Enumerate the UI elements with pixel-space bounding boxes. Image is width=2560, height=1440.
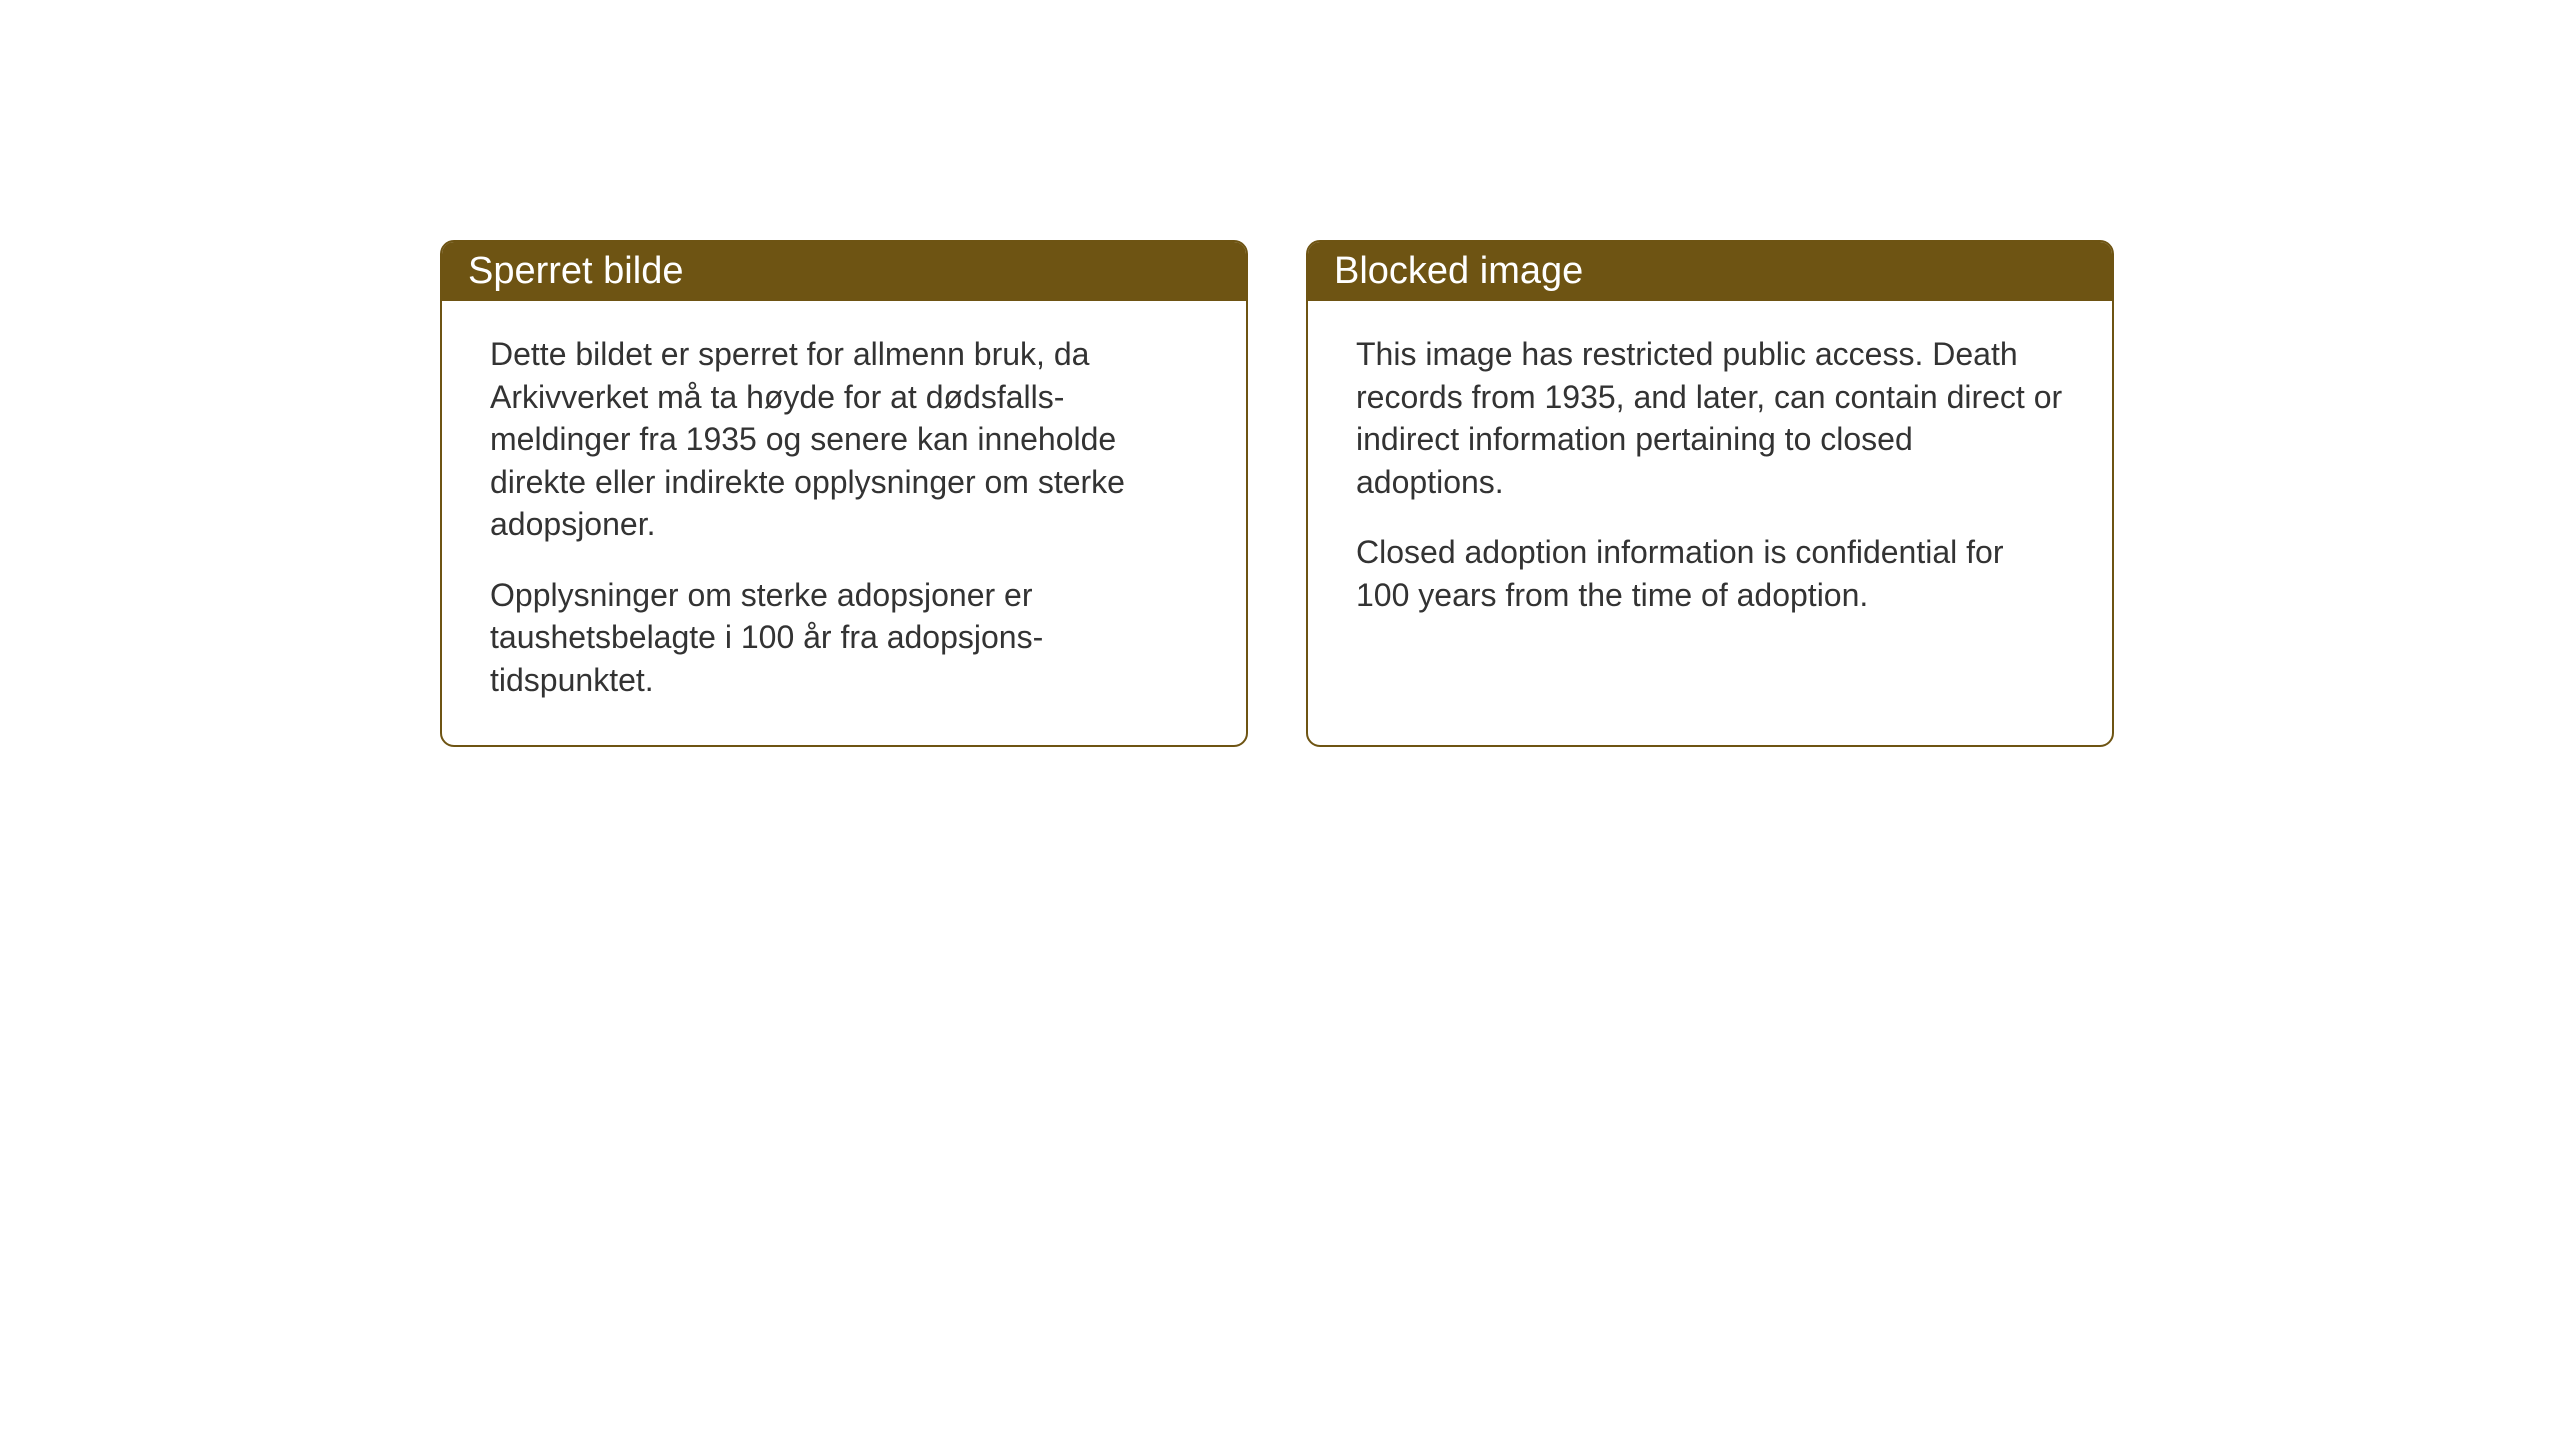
notice-container: Sperret bilde Dette bildet er sperret fo… bbox=[440, 240, 2114, 747]
notice-paragraph-2-english: Closed adoption information is confident… bbox=[1356, 531, 2064, 616]
notice-body-english: This image has restricted public access.… bbox=[1308, 301, 2112, 660]
notice-body-norwegian: Dette bildet er sperret for allmenn bruk… bbox=[442, 301, 1246, 745]
notice-title-norwegian: Sperret bilde bbox=[468, 250, 683, 292]
notice-paragraph-1-norwegian: Dette bildet er sperret for allmenn bruk… bbox=[490, 333, 1198, 546]
notice-paragraph-1-english: This image has restricted public access.… bbox=[1356, 333, 2064, 503]
notice-card-norwegian: Sperret bilde Dette bildet er sperret fo… bbox=[440, 240, 1248, 747]
notice-header-norwegian: Sperret bilde bbox=[442, 242, 1246, 301]
notice-card-english: Blocked image This image has restricted … bbox=[1306, 240, 2114, 747]
notice-paragraph-2-norwegian: Opplysninger om sterke adopsjoner er tau… bbox=[490, 574, 1198, 702]
notice-header-english: Blocked image bbox=[1308, 242, 2112, 301]
notice-title-english: Blocked image bbox=[1334, 250, 1583, 292]
